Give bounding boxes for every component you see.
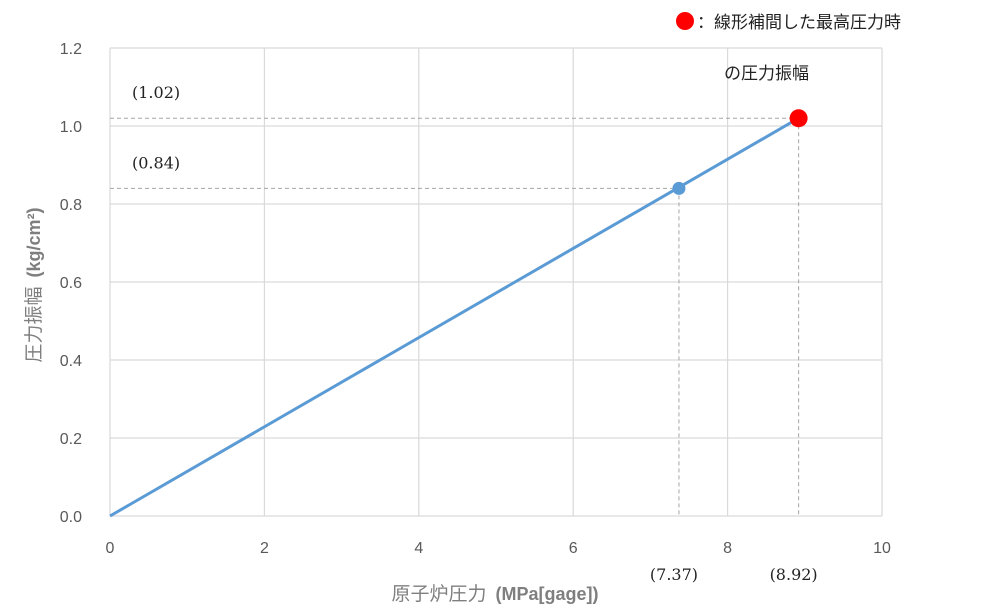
x-axis-title-prefix: 原子炉圧力: [391, 583, 486, 604]
x-axis-title: 原子炉圧力 (MPa[gage]): [391, 583, 598, 604]
legend: ：線形補間した最高圧力時 の圧力振幅: [676, 12, 901, 84]
y-tick-label: 1.2: [60, 41, 82, 58]
x-tick-label: 8: [723, 540, 732, 557]
series-line: [109, 116, 800, 518]
y-tick-label: 1.0: [60, 119, 82, 136]
point-x-label: (7.37): [650, 565, 698, 584]
points-layer: [672, 109, 808, 195]
legend-text-line2: の圧力振幅: [724, 64, 809, 84]
y-tick-label: 0.8: [60, 197, 82, 214]
point-y-label: (0.84): [132, 153, 180, 172]
y-axis-title: 圧力振幅 (kg/cm²): [23, 207, 45, 362]
point-x-label: (8.92): [770, 565, 818, 584]
x-tick-label: 2: [260, 540, 269, 557]
grid-lines: [109, 47, 883, 517]
x-axis-title-unit: (MPa[gage]): [496, 584, 599, 604]
y-tick-label: 0.2: [60, 431, 82, 448]
legend-text-line1: ：線形補間した最高圧力時: [697, 13, 901, 33]
y-axis-title-prefix: 圧力振幅: [23, 287, 45, 363]
x-tick-label: 6: [569, 540, 578, 557]
x-tick-label: 4: [414, 540, 423, 557]
data-point: [672, 181, 686, 195]
series-layer: [109, 116, 800, 518]
point-y-label: (1.02): [132, 83, 180, 102]
y-tick-label: 0.0: [60, 509, 82, 526]
point-annotations: (0.84) (7.37) (1.02) (8.92): [132, 83, 818, 584]
x-tick-label: 0: [106, 540, 115, 557]
max-pressure-point: [789, 109, 808, 128]
x-tick-label: 10: [873, 540, 891, 557]
y-tick-label: 0.4: [60, 353, 82, 370]
y-axis-title-unit: (kg/cm²): [24, 207, 44, 277]
tick-labels: 0 2 4 6 8 10 0.0 0.2 0.4 0.6 0.8 1.0 1.2: [60, 41, 891, 557]
guide-lines: [110, 117, 800, 516]
y-tick-label: 0.6: [60, 275, 82, 292]
legend-marker-icon: [676, 12, 694, 30]
